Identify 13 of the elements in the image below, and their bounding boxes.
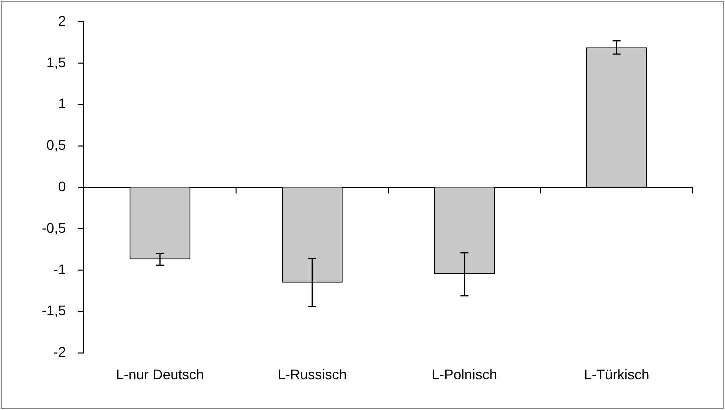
x-tick-label: L-Türkisch [584, 366, 650, 382]
y-tick-label: 1 [58, 96, 66, 112]
y-tick-label: -1 [54, 261, 66, 278]
y-tick-label: 0,5 [46, 137, 66, 154]
y-tick-label: 2 [58, 12, 66, 29]
x-tick-label: L-nur Deutsch [116, 366, 204, 382]
y-tick-label: 0 [58, 178, 66, 194]
y-tick-label: 1,5 [46, 54, 66, 70]
y-tick-label: -1,5 [42, 302, 66, 319]
x-tick-label: L-Russisch [278, 366, 348, 382]
x-tick-label: L-Polnisch [432, 366, 498, 382]
y-tick-label: -0,5 [42, 220, 66, 236]
y-tick-label: -2 [54, 344, 66, 360]
